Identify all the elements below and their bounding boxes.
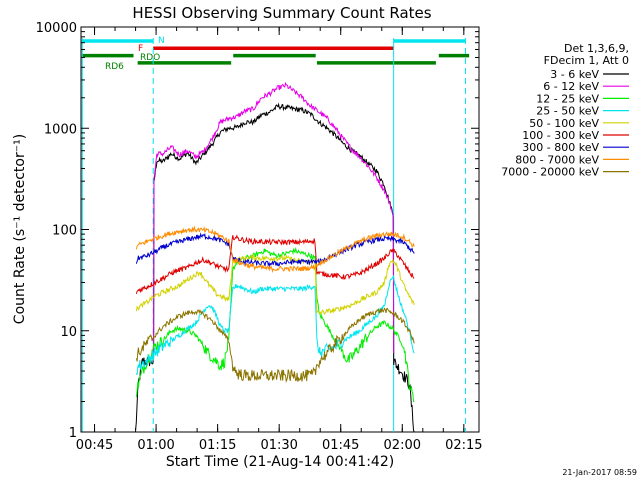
series-line <box>135 225 415 273</box>
series-line <box>153 81 395 355</box>
legend-entry-label: 300 - 800 keV <box>522 141 599 154</box>
flag-label-n: N <box>158 36 165 46</box>
y-axis-label: Count Rate (s⁻¹ detector⁻¹) <box>12 134 28 324</box>
x-tick-label: 01:45 <box>322 438 359 453</box>
series-line <box>135 307 415 383</box>
legend-entry-label: 100 - 300 keV <box>522 129 599 142</box>
series-line <box>135 102 415 433</box>
y-tick-label: 10000 <box>36 21 77 36</box>
flag-label-f: F <box>138 44 143 54</box>
footer-timestamp: 21-Jan-2017 08:59 <box>562 468 637 477</box>
axes: 00:45 01:00 01:15 01:30 01:45 02:00 02:15 1 10 10… <box>36 21 483 453</box>
legend-entry-label: 25 - 50 keV <box>536 105 599 118</box>
y-tick-label: 1000 <box>44 122 77 137</box>
x-tick-label: 01:30 <box>260 438 297 453</box>
flag-label-rdo: RDO <box>140 53 160 63</box>
series-line <box>135 234 415 294</box>
legend-entry-label: 800 - 7000 keV <box>515 153 599 166</box>
legend-entry-label: 50 - 100 keV <box>529 117 599 130</box>
flag-label-rd6: RD6 <box>105 62 124 72</box>
x-axis-label: Start Time (21-Aug-14 00:41:42) <box>166 454 394 470</box>
chart-title: HESSI Observing Summary Count Rates <box>132 4 431 22</box>
series-line <box>135 246 415 402</box>
series-line <box>135 253 415 316</box>
legend-header-line: Det 1,3,6,9, <box>564 42 629 55</box>
x-tick-label: 00:45 <box>76 438 113 453</box>
series-line <box>135 274 415 376</box>
series-line <box>135 232 415 268</box>
x-tick-label: 01:15 <box>199 438 236 453</box>
y-tick-label: 100 <box>52 224 77 239</box>
legend-entry-label: 3 - 6 keV <box>550 68 599 81</box>
legend-header-line: FDecim 1, Att 0 <box>544 54 629 67</box>
x-tick-label: 02:00 <box>384 438 421 453</box>
legend-entry-label: 12 - 25 keV <box>536 92 599 105</box>
legend-entry-label: 6 - 12 keV <box>543 80 599 93</box>
series-lines <box>135 81 415 433</box>
x-tick-label: 01:00 <box>137 438 174 453</box>
legend-entry-label: 7000 - 20000 keV <box>501 166 599 179</box>
x-tick-label: 02:15 <box>445 438 482 453</box>
y-tick-label: 1 <box>69 426 77 441</box>
y-tick-label: 10 <box>60 325 77 340</box>
